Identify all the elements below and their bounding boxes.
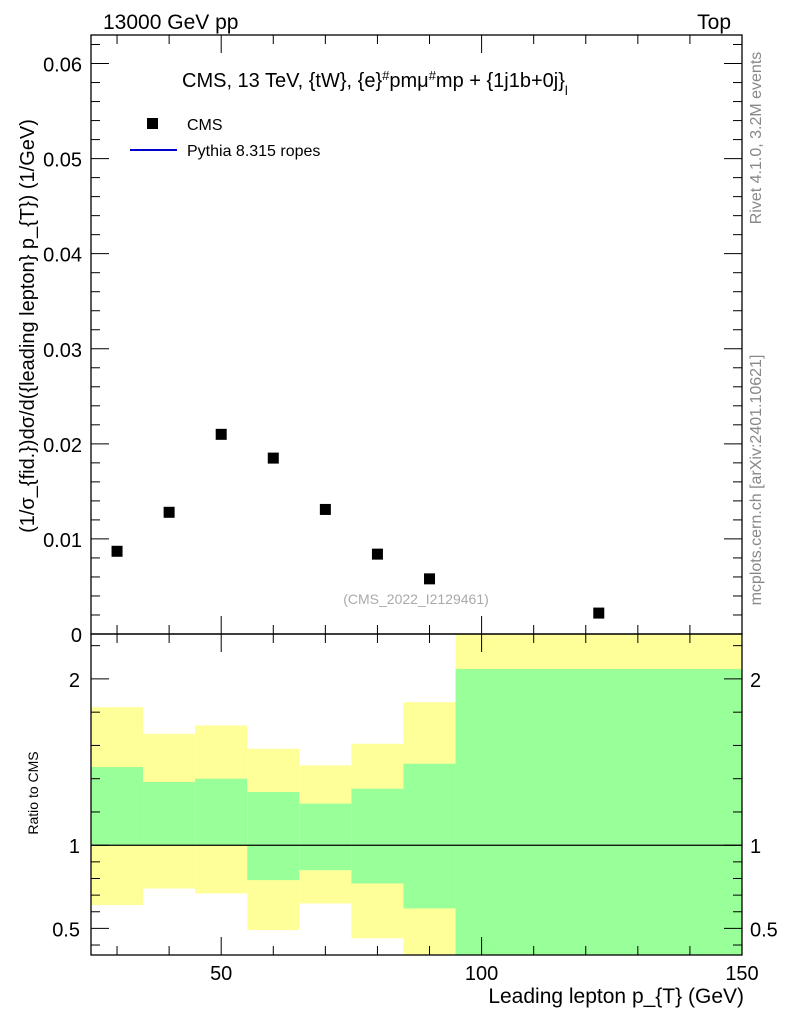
ratio-y-tick-label-right: 0.5: [750, 919, 778, 941]
ratio-y-axis-label: Ratio to CMS: [25, 751, 41, 834]
cms-data-point: [424, 573, 436, 585]
ratio-inner-band-5: [351, 788, 404, 884]
x-axis-label: Leading lepton p_{T} (GeV): [488, 985, 744, 1008]
cms-data-point: [319, 503, 331, 515]
x-tick-label: 100: [465, 963, 498, 985]
ratio-inner-band-6: [403, 763, 456, 909]
ratio-frame: [90, 633, 743, 956]
legend-cms-label: CMS: [187, 117, 223, 134]
main-y-tick-label: 0.02: [43, 435, 82, 457]
header-right: Top: [697, 11, 731, 34]
ratio-inner-band-2: [195, 778, 248, 846]
main-y-tick-label: 0.01: [43, 530, 82, 552]
rivet-label: Rivet 4.1.0, 3.2M events: [748, 52, 765, 225]
data-points: [111, 428, 605, 619]
main-y-tick-label: 0: [71, 625, 82, 647]
cms-data-point: [215, 428, 227, 440]
axes-layer: 0 0.01 0.02 0.03 0.04 0.05 0.06 50 100 150 0.5 0.5 1…: [43, 34, 778, 985]
ratio-inner-band-4: [299, 803, 352, 871]
legend-cms-marker: [147, 118, 158, 129]
main-y-tick-label: 0.04: [43, 245, 82, 267]
cms-data-point: [111, 545, 123, 557]
mcplots-label: mcplots.cern.ch [arXiv:2401.10621]: [748, 355, 765, 606]
ratio-inner-band-3: [247, 792, 300, 881]
watermark-label: (CMS_2022_I2129461): [343, 591, 489, 607]
header-left: 13000 GeV pp: [103, 11, 238, 34]
ratio-bands: [91, 634, 742, 955]
ratio-inner-band-0: [91, 767, 144, 846]
main-y-axis-label: (1/σ_{fid.})dσ/d({leading lepton} p_{T})…: [17, 119, 39, 533]
ratio-y-tick-label-left: 0.5: [52, 919, 80, 941]
x-tick-label: 150: [725, 963, 758, 985]
x-tick-label: 50: [210, 963, 232, 985]
main-panel: CMS, 13 TeV, {tW}, {e}#pmμ#mp + {1j1b+0j…: [17, 68, 568, 608]
ratio-inner-band-1: [143, 782, 196, 846]
cms-data-point: [267, 452, 279, 464]
main-y-tick-label: 0.06: [43, 55, 82, 77]
cms-data-point: [593, 607, 605, 619]
ratio-y-tick-label-left: 2: [69, 670, 80, 692]
cms-data-point: [163, 506, 175, 518]
ratio-y-tick-label-left: 1: [69, 836, 80, 858]
ratio-panel: Ratio to CMS Leading lepton p_{T} (GeV): [25, 634, 744, 1008]
main-y-tick-label: 0.05: [43, 150, 82, 172]
main-title: CMS, 13 TeV, {tW}, {e}#pmμ#mp + {1j1b+0j…: [182, 68, 568, 98]
main-y-tick-label: 0.03: [43, 340, 82, 362]
ratio-y-tick-label-right: 2: [750, 670, 761, 692]
cms-data-point: [371, 548, 383, 560]
ratio-inner-band-7: [455, 668, 742, 955]
legend-pythia-label: Pythia 8.315 ropes: [187, 143, 320, 160]
ratio-y-tick-label-right: 1: [750, 836, 761, 858]
